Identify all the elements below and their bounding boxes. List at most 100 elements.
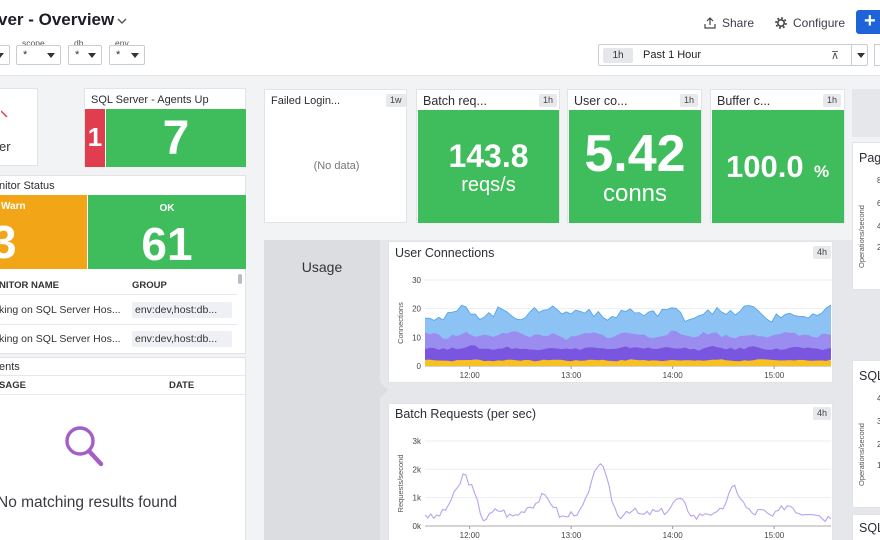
events-title: ents — [0, 361, 20, 373]
user-connections-widget[interactable]: User co... 1h 5.42 conns — [567, 89, 702, 223]
y-tick: 4 — [877, 394, 880, 403]
variable-select-env[interactable]: * — [109, 45, 145, 65]
variable-label-db: db — [74, 38, 84, 48]
add-widget-button[interactable]: + — [856, 10, 880, 34]
batch-requests-value: 143.8 — [448, 138, 529, 174]
share-label: Share — [722, 16, 755, 30]
empty-state-text: No matching results found — [0, 494, 178, 511]
x-tick-label: 12:00 — [460, 371, 481, 380]
batch-requests-widget[interactable]: Batch req... 1h 143.8 reqs/s — [416, 89, 560, 223]
monitor-row-name[interactable]: king on SQL Server Hos... — [0, 333, 121, 345]
chart-title: SQL — [859, 521, 880, 535]
user-connections-chart-widget[interactable]: User Connections 4h 0 10 20 30 12:00 13:00 14:… — [388, 241, 833, 383]
monitor-row-name[interactable]: king on SQL Server Hos... — [0, 304, 121, 316]
pages-chart-widget[interactable]: Pag Operations/second 8 6 4 2 — [852, 142, 880, 290]
y-axis-label: Operations/second — [856, 188, 866, 268]
batch-requests-title: Batch req... — [423, 94, 487, 108]
buffer-cache-value-block: 100.0 % — [712, 110, 844, 223]
configure-label: Configure — [793, 16, 846, 30]
chart-title: Batch Requests (per sec) — [395, 407, 537, 421]
chevron-down-icon[interactable] — [117, 16, 127, 26]
monitor-row-group[interactable]: env:dev,host:db... — [132, 302, 232, 318]
y-axis-label: Operations/second — [856, 406, 866, 486]
y-tick-label: 3k — [413, 437, 422, 446]
user-connections-chart[interactable]: 0 10 20 30 12:00 13:00 14:00 15:00 Connections — [389, 242, 834, 384]
time-range-text: Past 1 Hour — [643, 49, 702, 61]
monitor-status-title: nitor Status — [0, 180, 55, 192]
user-connections-title: User co... — [574, 94, 628, 108]
monitor-status-widget[interactable]: nitor Status Warn 3 OK 61 NITOR NAME GRO… — [0, 175, 246, 354]
agents-up-block[interactable]: 7 — [106, 109, 246, 167]
ok-block[interactable]: OK 61 — [88, 195, 246, 270]
buffer-cache-widget[interactable]: Buffer c... 1h 100.0 % — [710, 89, 845, 223]
y-tick: 8 — [877, 176, 880, 185]
variable-value-db: * — [75, 49, 80, 61]
no-data-text: (No data) — [313, 160, 360, 172]
variable-select-scope[interactable]: * — [16, 45, 61, 65]
batch-requests-chart-widget[interactable]: Batch Requests (per sec) 4h 0k 1k 2k 3k 12:0… — [388, 403, 833, 540]
variable-value-env: * — [116, 49, 121, 61]
variable-select-db[interactable]: * — [68, 45, 102, 65]
time-range-dropdown[interactable] — [851, 45, 869, 65]
warn-label: Warn — [1, 201, 26, 212]
x-tick-label: 15:00 — [764, 371, 785, 380]
divider — [0, 394, 247, 395]
agents-down-block[interactable]: 1 — [85, 109, 105, 167]
timeframe-badge: 1h — [823, 94, 842, 107]
right-group-header — [852, 89, 880, 137]
time-range-picker[interactable]: 1h Past 1 Hour ⊼ — [598, 44, 868, 66]
caret-down-icon — [131, 53, 139, 58]
variable-label-scope: scope — [22, 38, 45, 48]
column-header-message[interactable]: SAGE — [0, 380, 26, 391]
ok-value: 61 — [141, 218, 193, 270]
time-controls-more[interactable] — [874, 44, 880, 66]
column-header-group[interactable]: GROUP — [132, 280, 167, 291]
scrollbar-thumb[interactable] — [238, 274, 242, 284]
variable-select-0[interactable] — [0, 45, 10, 65]
usage-group-header: Usage — [264, 240, 380, 540]
time-range-chip: 1h — [603, 48, 633, 63]
timeframe-badge: 4h — [813, 407, 832, 420]
line-series[interactable] — [424, 463, 832, 523]
y-tick: 3 — [877, 417, 880, 426]
group-arrow — [379, 381, 388, 399]
monitor-row-group[interactable]: env:dev,host:db... — [132, 331, 232, 347]
x-tick-label: 13:00 — [561, 371, 582, 380]
column-header-monitor-name[interactable]: NITOR NAME — [0, 280, 59, 291]
user-connections-value-block: 5.42 conns — [569, 110, 701, 223]
x-tick-label: 14:00 — [663, 531, 684, 540]
chart-title: Pag — [859, 151, 880, 165]
column-header-date[interactable]: DATE — [169, 380, 195, 391]
status-panel[interactable]: er — [0, 88, 38, 166]
sql-chart-widget-2[interactable]: SQL — [852, 514, 880, 540]
area-series[interactable] — [425, 359, 831, 366]
y-axis-label: Connections — [396, 302, 405, 344]
chart-title: User Connections — [395, 246, 495, 260]
agents-up-value: 7 — [162, 112, 190, 165]
failed-logins-widget[interactable]: Failed Login... 1w (No data) — [264, 89, 407, 223]
x-tick-label: 12:00 — [460, 531, 481, 540]
share-button[interactable]: Share — [704, 12, 754, 34]
events-widget[interactable]: ents SAGE DATE No matching results found — [0, 357, 247, 540]
y-tick-label: 10 — [412, 333, 421, 342]
caret-down-icon — [88, 53, 96, 58]
configure-button[interactable]: Configure — [775, 12, 845, 34]
user-connections-unit: conns — [602, 180, 668, 207]
agents-up-widget[interactable]: SQL Server - Agents Up 1 7 — [84, 88, 246, 167]
y-tick: 1 — [877, 461, 880, 470]
ok-label: OK — [159, 203, 175, 214]
pin-icon[interactable]: ⊼ — [831, 50, 840, 62]
batch-requests-chart[interactable]: 0k 1k 2k 3k 12:00 13:00 14:00 15:00 Requests/sec… — [389, 404, 834, 540]
y-tick-label: 0 — [417, 362, 422, 371]
agents-up-title: SQL Server - Agents Up — [91, 94, 209, 106]
warn-block[interactable]: Warn 3 — [0, 195, 87, 269]
caret-down-icon — [47, 53, 55, 58]
y-axis-label-text: Operations/second — [857, 423, 866, 486]
timeframe-badge: 1w — [386, 94, 406, 107]
dashboard-title[interactable]: ver - Overview — [0, 10, 115, 29]
x-tick-label: 14:00 — [663, 371, 684, 380]
buffer-cache-title: Buffer c... — [717, 94, 771, 108]
sql-chart-widget[interactable]: SQL Operations/second 4 3 2 1 — [852, 360, 880, 508]
buffer-cache-unit: % — [814, 162, 830, 181]
y-tick-label: 30 — [412, 276, 421, 285]
